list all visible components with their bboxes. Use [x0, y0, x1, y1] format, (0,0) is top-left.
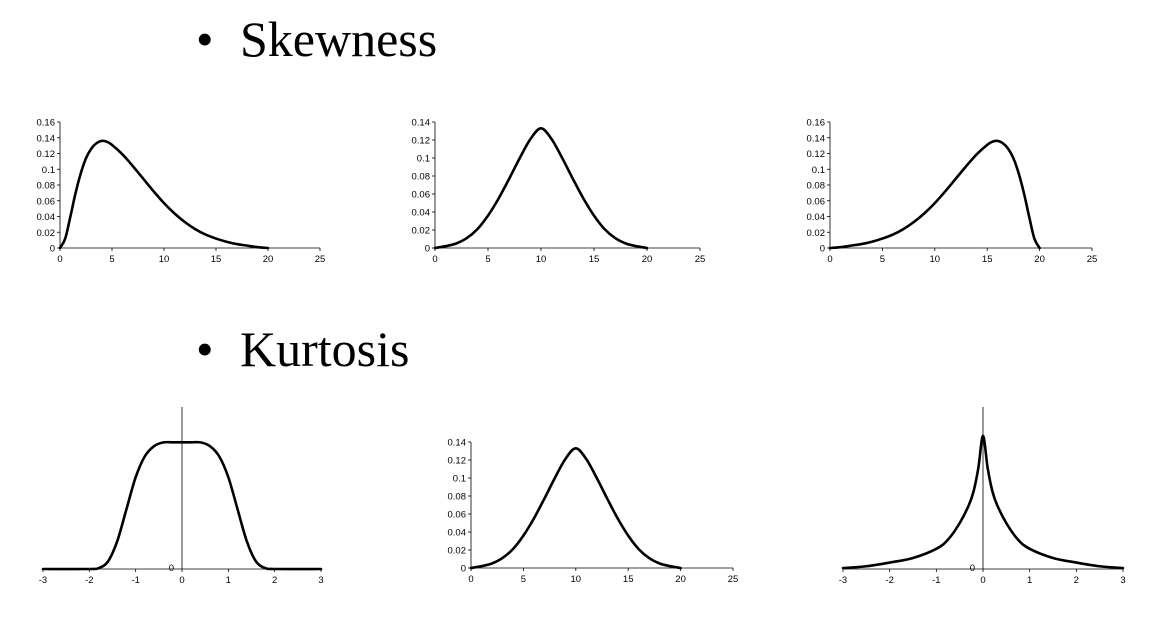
x-tick-label: 15: [982, 254, 993, 265]
y-tick-label: 0.14: [448, 438, 467, 449]
y-tick-label: 0.12: [807, 149, 826, 160]
distribution-curve: [41, 440, 323, 571]
heading-kurtosis-text: Kurtosis: [240, 321, 410, 377]
x-tick-label: 10: [536, 254, 547, 265]
heading-skewness-text: Skewness: [240, 11, 438, 67]
x-tick-label: -2: [85, 575, 93, 586]
x-tick-label: 0: [432, 254, 437, 265]
distribution-curve: [469, 447, 682, 570]
y-tick-label: 0: [461, 564, 466, 575]
y-tick-label: 0.06: [37, 196, 56, 207]
y-tick-label: 0.1: [42, 165, 55, 176]
y-tick-label: 0.02: [807, 228, 826, 239]
y-tick-label: 0.14: [412, 118, 431, 129]
kurtosis-chart-mesokurtic: 0 5 10 15 20 25 0 0.02 0.04 0.06 0.08 0.1 0.12 0.14: [448, 438, 739, 586]
x-tick-label: 3: [1120, 575, 1125, 586]
x-tick-label: 1: [1027, 575, 1032, 586]
y-tick-label: 0.06: [448, 510, 467, 521]
x-tick-label: 15: [211, 254, 222, 265]
x-tick-label: 5: [485, 254, 490, 265]
y-tick-label: 0: [50, 244, 55, 255]
skewness-chart-right-skewed: 0 5 10 15 20 25 0 0.02 0.04 0.06 0.08 0.1 0.12 0.14 0.…: [37, 118, 326, 266]
x-tick-label: 3: [318, 575, 323, 586]
x-tick-label: 15: [623, 574, 634, 585]
y-tick-label: 0: [169, 563, 174, 574]
x-tick-label: 0: [980, 575, 985, 586]
y-tick-label: 0: [425, 244, 430, 255]
x-tick-label: 0: [57, 254, 62, 265]
y-tick-label: 0.06: [412, 190, 431, 201]
y-tick-label: 0.08: [807, 181, 826, 192]
x-tick-label: 5: [109, 254, 114, 265]
y-tick-label: 0.12: [448, 456, 467, 467]
y-tick-label: 0.04: [37, 212, 56, 223]
x-tick-label: 0: [468, 574, 473, 585]
y-tick-label: 0.02: [448, 546, 467, 557]
y-tick-label: 0.08: [448, 492, 467, 503]
y-tick-label: 0: [970, 563, 975, 574]
y-tick-label: 0.12: [37, 149, 56, 160]
x-tick-label: 0: [179, 575, 184, 586]
y-tick-label: 0: [820, 244, 825, 255]
y-tick-label: 0.14: [37, 133, 56, 144]
bullet-icon: •: [196, 11, 214, 67]
x-tick-label: 10: [930, 254, 941, 265]
skewness-chart-left-skewed: 0 5 10 15 20 25 0 0.02 0.04 0.06 0.08 0.1 0.12 0.14 0.…: [807, 118, 1098, 266]
distribution-curve: [433, 127, 649, 250]
y-tick-label: 0.1: [812, 165, 825, 176]
y-tick-label: 0.16: [37, 118, 56, 129]
x-tick-label: 10: [159, 254, 170, 265]
y-tick-label: 0.1: [453, 474, 466, 485]
x-tick-label: 25: [315, 254, 326, 265]
y-tick-label: 0.1: [417, 154, 430, 165]
y-tick-label: 0.04: [412, 208, 431, 219]
y-tick-label: 0.02: [412, 226, 431, 237]
x-tick-label: 5: [880, 254, 885, 265]
x-tick-label: -1: [131, 575, 139, 586]
x-tick-label: 2: [1074, 575, 1079, 586]
y-tick-label: 0.02: [37, 228, 56, 239]
distribution-curve: [58, 139, 270, 250]
y-tick-label: 0.12: [412, 136, 431, 147]
kurtosis-chart-platykurtic: -3 -2 -1 0 1 2 3 0: [39, 407, 324, 586]
x-tick-label: 5: [521, 574, 526, 585]
y-tick-label: 0.04: [807, 212, 826, 223]
distribution-curve: [841, 434, 1125, 570]
skewness-chart-symmetric: 0 5 10 15 20 25 0 0.02 0.04 0.06 0.08 0.1 0.12 0.14: [412, 118, 706, 266]
y-tick-label: 0.04: [448, 528, 467, 539]
y-tick-label: 0.16: [807, 118, 826, 129]
x-tick-label: 20: [675, 574, 686, 585]
y-tick-label: 0.14: [807, 133, 826, 144]
x-tick-label: -2: [885, 575, 893, 586]
x-tick-label: 1: [226, 575, 231, 586]
heading-kurtosis: • Kurtosis: [196, 324, 409, 374]
x-tick-label: 20: [263, 254, 274, 265]
x-tick-label: -3: [39, 575, 47, 586]
x-tick-label: 25: [728, 574, 739, 585]
heading-skewness: • Skewness: [196, 14, 437, 64]
bullet-icon: •: [196, 321, 214, 377]
x-tick-label: 10: [571, 574, 582, 585]
distribution-curve: [828, 139, 1041, 250]
y-tick-label: 0.08: [412, 172, 431, 183]
x-tick-label: 20: [642, 254, 653, 265]
kurtosis-chart-leptokurtic: -3 -2 -1 0 1 2 3 0: [839, 407, 1126, 586]
y-tick-label: 0.08: [37, 181, 56, 192]
x-tick-label: -3: [839, 575, 847, 586]
x-tick-label: 0: [827, 254, 832, 265]
x-tick-label: 20: [1034, 254, 1045, 265]
x-tick-label: 25: [695, 254, 706, 265]
x-tick-label: -1: [932, 575, 940, 586]
x-tick-label: 2: [272, 575, 277, 586]
x-tick-label: 25: [1087, 254, 1098, 265]
y-tick-label: 0.06: [807, 196, 826, 207]
x-tick-label: 15: [589, 254, 600, 265]
